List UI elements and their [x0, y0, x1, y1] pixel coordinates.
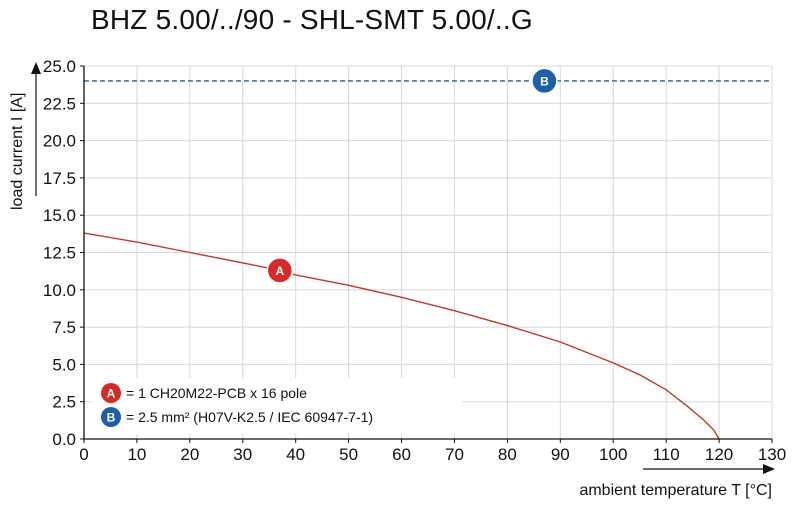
- series-marker-label: B: [540, 74, 549, 88]
- series-layer: [83, 80, 772, 440]
- series-marker-b: [531, 67, 558, 95]
- y-tick-label: 25.0: [43, 57, 76, 76]
- y-axis-title: load current I [A]: [9, 93, 26, 210]
- x-tick-label: 10: [127, 445, 146, 464]
- axis-titles: load current I [A] ambient temperature T …: [9, 62, 775, 499]
- x-tick-label: 70: [445, 445, 464, 464]
- legend-marker-label: B: [107, 411, 116, 425]
- x-tick-label: 0: [79, 445, 88, 464]
- legend: A = 1 CH20M22-PCB x 16 pole B = 2.5 mm² (H0…: [92, 378, 462, 434]
- series-line-a: [83, 232, 720, 440]
- y-tick-label: 12.5: [43, 244, 76, 263]
- x-tick-label: 30: [233, 445, 252, 464]
- tick-labels: 0 10 20 30 40 50 60 70 80 90 100 110 120 130 0.0 2.5 5.0…: [43, 57, 786, 464]
- x-tick-label: 90: [551, 445, 570, 464]
- legend-marker-label: A: [107, 387, 116, 401]
- y-tick-label: 20.0: [43, 132, 76, 151]
- x-tick-label: 130: [758, 445, 786, 464]
- axes: [80, 65, 773, 443]
- series-marker-a: [266, 257, 294, 284]
- series-marker-label: A: [275, 264, 284, 278]
- x-tick-label: 60: [392, 445, 411, 464]
- legend-item-text: = 1 CH20M22-PCB x 16 pole: [126, 385, 307, 401]
- x-tick-label: 40: [286, 445, 305, 464]
- y-tick-label: 2.5: [52, 393, 76, 412]
- x-tick-label: 50: [339, 445, 358, 464]
- series-markers: AB: [266, 67, 558, 284]
- legend-item-text: = 2.5 mm² (H07V-K2.5 / IEC 60947-7-1): [126, 409, 373, 425]
- legend-box: [92, 378, 462, 434]
- x-tick-label: 120: [705, 445, 733, 464]
- y-tick-label: 5.0: [52, 355, 76, 374]
- y-axis-arrow-head: [31, 62, 41, 74]
- legend-marker-a: [101, 383, 121, 403]
- x-tick-label: 20: [180, 445, 199, 464]
- y-tick-label: 15.0: [43, 206, 76, 225]
- y-tick-label: 0.0: [52, 430, 76, 449]
- y-tick-label: 22.5: [43, 94, 76, 113]
- chart-title: BHZ 5.00/../90 - SHL-SMT 5.00/..G: [91, 4, 533, 35]
- x-axis-arrow-head: [763, 464, 775, 474]
- y-tick-label: 17.5: [43, 169, 76, 188]
- x-tick-label: 100: [599, 445, 627, 464]
- legend-marker-b: [101, 407, 121, 427]
- x-tick-label: 80: [498, 445, 517, 464]
- x-axis-title: ambient temperature T [°C]: [579, 482, 772, 499]
- y-tick-label: 7.5: [52, 318, 76, 337]
- x-tick-label: 110: [653, 445, 680, 464]
- y-tick-label: 10.0: [43, 281, 76, 300]
